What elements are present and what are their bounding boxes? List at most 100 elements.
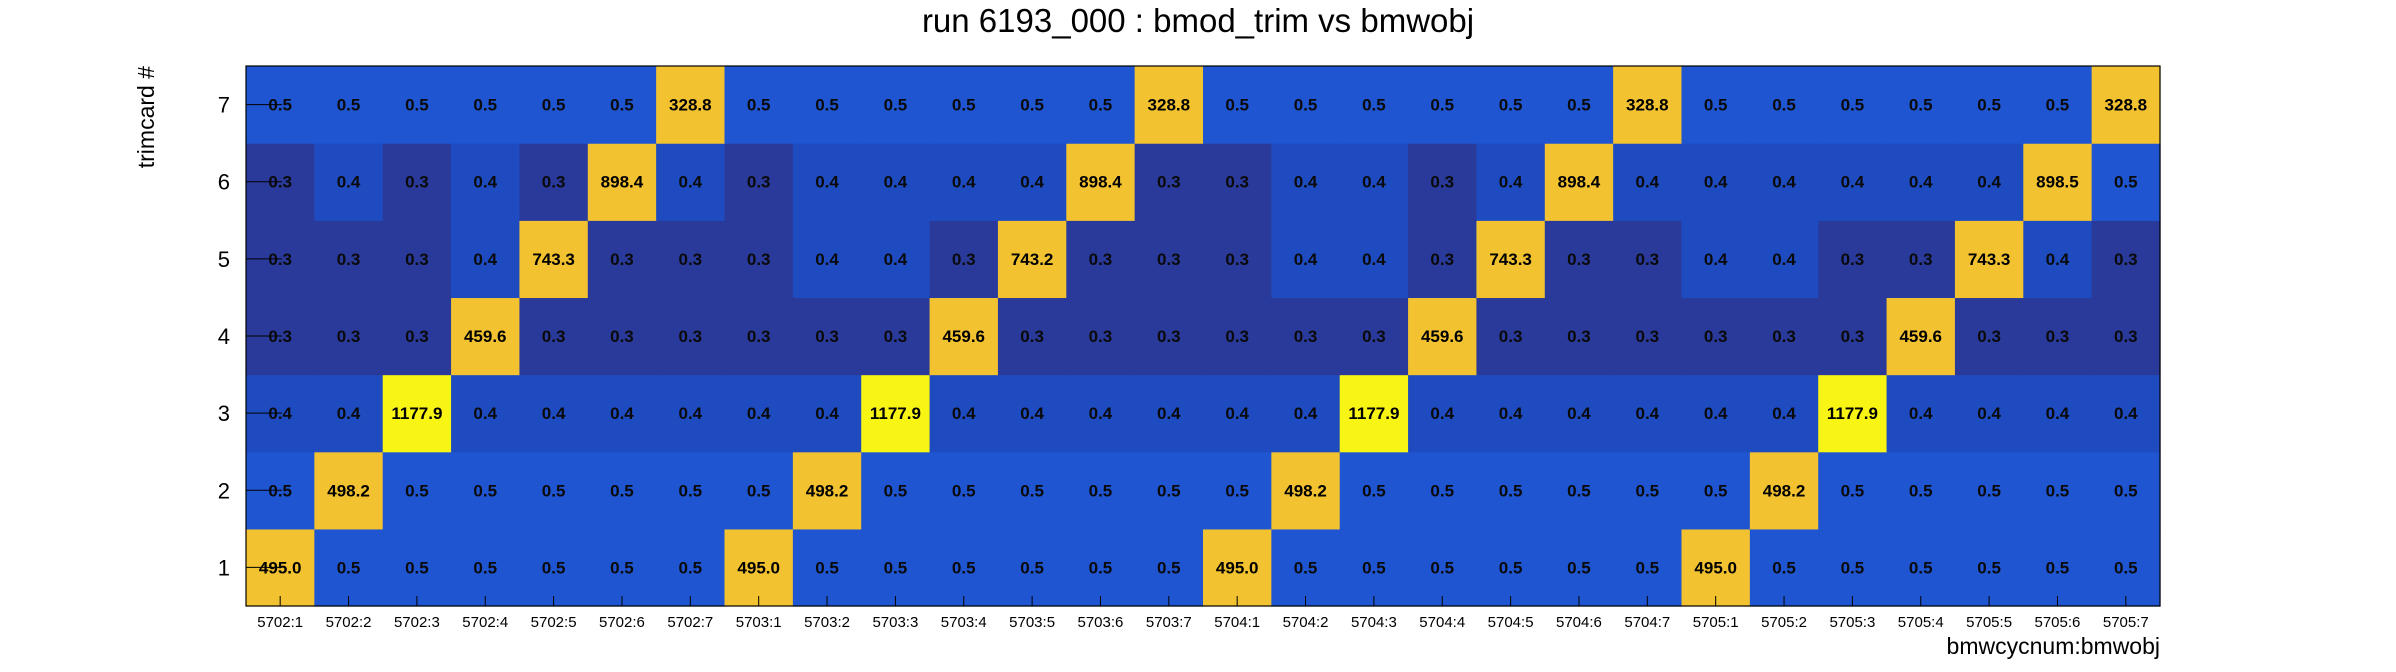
cell-value-label: 0.3 (1841, 250, 1865, 269)
heatmap-cell (1066, 297, 1136, 376)
heatmap-cell (1954, 297, 2024, 376)
heatmap-cell (997, 143, 1067, 221)
heatmap-cell (1613, 374, 1683, 453)
heatmap-cell (1954, 528, 2024, 607)
heatmap-cell (1749, 374, 1819, 453)
heatmap-cell (1134, 374, 1204, 453)
cell-value-label: 0.5 (1909, 96, 1933, 115)
cell-value-label: 0.4 (747, 404, 771, 423)
cell-value-label: 459.6 (942, 327, 985, 346)
cell-value-label: 0.3 (884, 327, 908, 346)
heatmap-cell (1681, 143, 1751, 221)
cell-value-label: 0.5 (2046, 96, 2070, 115)
cell-value-label: 0.4 (1772, 173, 1796, 192)
cell-value-label: 0.4 (1225, 404, 1249, 423)
cell-value-label: 0.5 (1157, 481, 1181, 500)
cell-value-label: 0.5 (678, 481, 702, 500)
heatmap-cell (1408, 297, 1478, 376)
cell-value-label: 0.5 (610, 558, 634, 577)
cell-value-label: 0.5 (952, 481, 976, 500)
cell-value-label: 0.4 (1909, 173, 1933, 192)
cell-value-label: 0.5 (1704, 481, 1728, 500)
cell-value-label: 0.4 (2046, 250, 2070, 269)
x-tick-label: 5702:5 (531, 614, 577, 631)
heatmap-cell (724, 374, 794, 453)
y-tick-label: 3 (218, 401, 230, 426)
cell-value-label: 0.5 (610, 481, 634, 500)
heatmap-cell (1818, 528, 1888, 607)
heatmap-cell (2023, 374, 2093, 453)
x-tick-label: 5705:3 (1829, 614, 1875, 631)
cell-value-label: 0.5 (1977, 96, 2001, 115)
cell-value-label: 0.3 (405, 173, 429, 192)
heatmap-cell (1886, 297, 1956, 376)
heatmap-cell (1134, 297, 1204, 376)
cell-value-label: 898.5 (2036, 173, 2079, 192)
heatmap-cell (861, 297, 931, 376)
heatmap-cell (1886, 220, 1956, 299)
x-tick-label: 5702:6 (599, 614, 645, 631)
cell-value-label: 0.5 (337, 558, 361, 577)
cell-value-label: 0.4 (1567, 404, 1591, 423)
cell-value-label: 0.3 (542, 327, 566, 346)
heatmap-cell (1749, 528, 1819, 607)
cell-value-label: 0.3 (1089, 327, 1113, 346)
heatmap-cell (1203, 374, 1272, 453)
cell-value-label: 0.5 (1089, 558, 1113, 577)
cell-value-label: 0.3 (1157, 173, 1181, 192)
heatmap-cell (1613, 528, 1683, 607)
x-tick-label: 5702:2 (326, 614, 372, 631)
heatmap-cell (1203, 220, 1272, 299)
cell-value-label: 0.5 (2114, 481, 2138, 500)
cell-value-label: 498.2 (1284, 481, 1327, 500)
heatmap-cell (314, 374, 384, 453)
x-tick-label: 5704:7 (1624, 614, 1670, 631)
heatmap-cell (1544, 374, 1614, 453)
cell-value-label: 0.4 (1704, 173, 1728, 192)
heatmap-cell (1203, 143, 1272, 221)
x-tick-label: 5704:5 (1488, 614, 1534, 631)
x-tick-label: 5705:7 (2103, 614, 2149, 631)
heatmap-cell (1613, 66, 1683, 144)
cell-value-label: 0.3 (610, 327, 634, 346)
cell-value-label: 0.5 (1294, 96, 1318, 115)
heatmap-cell (1339, 297, 1409, 376)
cell-value-label: 0.3 (1157, 250, 1181, 269)
heatmap-cell (1544, 297, 1614, 376)
heatmap-cell (1066, 220, 1136, 299)
cell-value-label: 898.4 (1079, 173, 1122, 192)
heatmap-cell (2091, 451, 2161, 530)
cell-value-label: 0.3 (1225, 250, 1249, 269)
cell-value-label: 0.5 (405, 558, 429, 577)
cell-value-label: 0.5 (1157, 558, 1181, 577)
cell-value-label: 0.3 (610, 250, 634, 269)
heatmap-cell (1681, 528, 1751, 607)
cell-value-label: 0.3 (747, 173, 771, 192)
cell-value-label: 0.5 (1362, 558, 1386, 577)
heatmap-cell (2023, 220, 2093, 299)
heatmap-cell (519, 451, 589, 530)
y-tick-label: 7 (218, 93, 230, 118)
heatmap-cell (929, 143, 999, 221)
cell-value-label: 0.3 (747, 327, 771, 346)
heatmap-cell (314, 451, 384, 530)
cell-value-label: 0.3 (1362, 327, 1386, 346)
heatmap-cell (929, 374, 999, 453)
cell-value-label: 0.5 (1977, 558, 2001, 577)
heatmap-cell (1134, 451, 1204, 530)
heatmap-cell (2023, 528, 2093, 607)
cell-value-label: 0.4 (678, 404, 702, 423)
heatmap-cell (861, 451, 931, 530)
cell-value-label: 0.4 (1772, 250, 1796, 269)
cell-value-label: 0.4 (1020, 173, 1044, 192)
heatmap-cell (1271, 143, 1341, 221)
cell-value-label: 0.3 (542, 173, 566, 192)
cell-value-label: 0.3 (405, 327, 429, 346)
cell-value-label: 498.2 (1763, 481, 1806, 500)
y-tick-label: 6 (218, 170, 230, 195)
heatmap-cell (1408, 528, 1478, 607)
cell-value-label: 0.5 (473, 96, 497, 115)
heatmap-cell (1066, 374, 1136, 453)
heatmap-cell (1271, 220, 1341, 299)
cell-value-label: 328.8 (2105, 96, 2148, 115)
